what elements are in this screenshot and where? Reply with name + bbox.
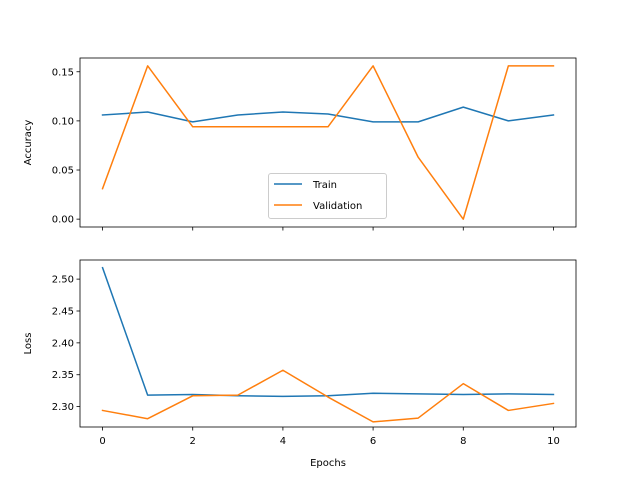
loss-panel: 2.30 2.35 2.40 2.45 2.50 0 2 4 6 8 10 Loss Epochs: [23, 259, 577, 469]
y-tick-label: 2.50: [52, 275, 74, 286]
x-tick-label: 6: [370, 436, 376, 447]
x-tick-label: 2: [190, 436, 196, 447]
y-tick-label: 2.35: [52, 370, 74, 381]
y-tick-label: 2.40: [52, 338, 74, 349]
series-line-train: [101, 266, 555, 398]
x-tick-label: 10: [547, 436, 560, 447]
legend-label-validation: Validation: [313, 201, 362, 212]
x-tick-label: 0: [99, 436, 105, 447]
legend-label-train: Train: [312, 180, 337, 191]
series-line-validation: [101, 369, 555, 423]
y-tick-label: 0.00: [52, 215, 74, 226]
x-axis-label: Epochs: [310, 458, 346, 469]
x-tick-label: 8: [460, 436, 466, 447]
y-axis-label: Accuracy: [23, 120, 34, 166]
series-line-train: [101, 106, 555, 123]
y-tick-label: 2.45: [52, 306, 74, 317]
y-tick-label: 0.05: [52, 166, 74, 177]
legend: Train Validation: [268, 173, 387, 219]
y-tick-label: 0.15: [52, 67, 74, 78]
y-axis-label: Loss: [23, 333, 34, 355]
accuracy-panel: 0.00 0.05 0.10 0.15 Accuracy Train Validation: [23, 57, 577, 231]
x-tick-label: 4: [280, 436, 286, 447]
axes-frame: [79, 57, 577, 228]
y-tick-label: 2.30: [52, 402, 74, 413]
axes-frame: [79, 259, 577, 428]
y-tick-label: 0.10: [52, 116, 74, 127]
series-line-validation: [101, 65, 555, 220]
